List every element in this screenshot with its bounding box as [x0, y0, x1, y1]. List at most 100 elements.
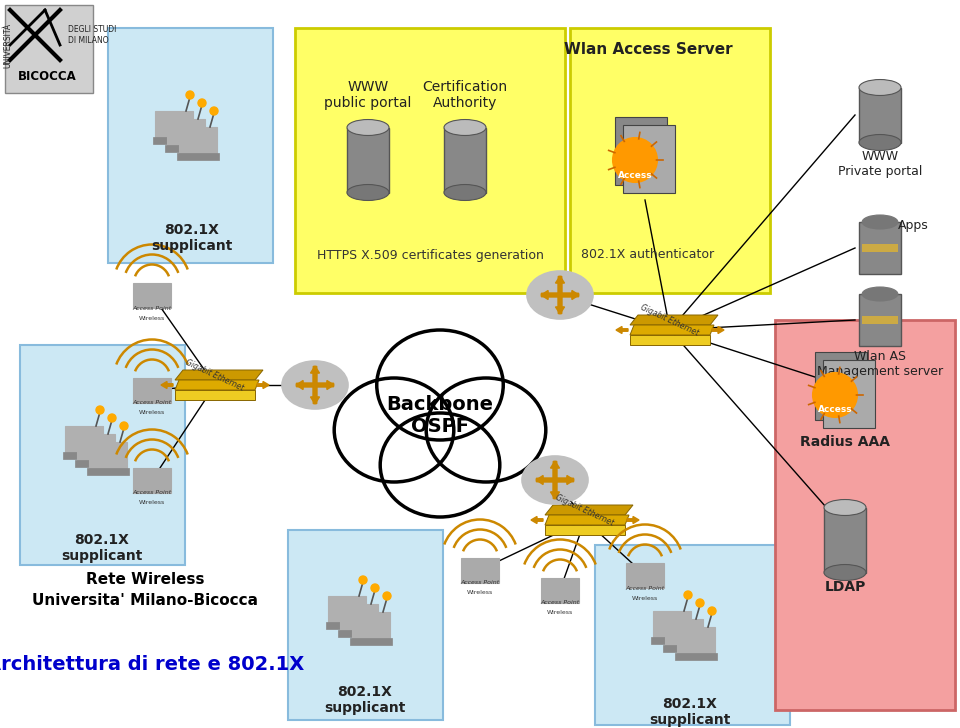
Text: Access Point: Access Point — [625, 585, 664, 590]
Circle shape — [613, 138, 657, 182]
Polygon shape — [175, 380, 259, 390]
Bar — [862, 316, 898, 324]
Ellipse shape — [859, 135, 901, 151]
FancyArrow shape — [161, 381, 173, 389]
Bar — [177, 153, 219, 160]
Bar — [328, 596, 366, 622]
Text: Certification
Authority: Certification Authority — [422, 80, 508, 110]
Bar — [155, 111, 193, 137]
Text: Gigabit Ethernet: Gigabit Ethernet — [555, 493, 615, 528]
Bar — [63, 452, 105, 459]
Bar — [859, 294, 901, 346]
FancyArrow shape — [537, 475, 574, 485]
Bar — [461, 558, 499, 582]
Polygon shape — [175, 370, 263, 380]
FancyArrow shape — [550, 462, 560, 499]
Text: 802.1X authenticator: 802.1X authenticator — [582, 248, 714, 261]
Bar — [824, 507, 866, 572]
FancyArrow shape — [627, 516, 639, 523]
Text: Access Point: Access Point — [132, 491, 172, 496]
Ellipse shape — [347, 119, 389, 135]
Circle shape — [120, 422, 128, 430]
Bar — [595, 545, 790, 725]
Ellipse shape — [426, 378, 546, 482]
Bar — [859, 222, 901, 274]
FancyArrow shape — [541, 290, 579, 299]
Circle shape — [371, 584, 379, 592]
Polygon shape — [545, 505, 633, 515]
Text: WWW
Private portal: WWW Private portal — [838, 150, 923, 178]
Text: Architettura di rete e 802.1X: Architettura di rete e 802.1X — [0, 655, 304, 675]
Circle shape — [383, 592, 391, 600]
Text: WWW
public portal: WWW public portal — [324, 80, 412, 110]
Bar — [651, 637, 693, 644]
Bar — [340, 604, 378, 630]
Bar — [326, 622, 368, 629]
Bar — [108, 28, 273, 263]
Text: Wireless: Wireless — [139, 411, 165, 416]
FancyArrow shape — [297, 381, 334, 389]
Circle shape — [815, 375, 855, 415]
Bar — [859, 87, 901, 143]
Text: Wlan AS
Management server: Wlan AS Management server — [817, 350, 943, 378]
Text: 802.1X
supplicant: 802.1X supplicant — [61, 533, 143, 563]
Ellipse shape — [862, 287, 898, 301]
Circle shape — [96, 406, 104, 414]
Polygon shape — [630, 325, 714, 335]
Bar — [133, 467, 171, 493]
Bar — [288, 530, 443, 720]
Text: UNIVERSITÀ: UNIVERSITÀ — [4, 23, 12, 68]
Text: Wireless: Wireless — [467, 590, 493, 596]
Text: Access Point: Access Point — [540, 601, 580, 606]
Ellipse shape — [347, 184, 389, 200]
FancyArrow shape — [310, 366, 320, 404]
Bar — [815, 352, 867, 420]
Circle shape — [708, 607, 716, 615]
FancyArrow shape — [257, 381, 269, 389]
Text: Rete Wireless
Universita' Milano-Bicocca: Rete Wireless Universita' Milano-Bicocca — [32, 572, 258, 608]
Bar — [20, 345, 185, 565]
Bar — [77, 434, 115, 460]
Text: Wireless: Wireless — [547, 611, 573, 615]
FancyArrow shape — [712, 326, 724, 333]
Bar — [133, 282, 171, 307]
Bar — [626, 563, 664, 587]
Bar — [444, 127, 486, 192]
Ellipse shape — [862, 215, 898, 229]
Polygon shape — [545, 515, 629, 525]
Bar — [75, 460, 117, 467]
Text: Gigabit Ethernet: Gigabit Ethernet — [184, 358, 246, 393]
Bar — [775, 320, 955, 710]
Ellipse shape — [859, 79, 901, 95]
Bar — [153, 137, 195, 144]
Bar — [65, 426, 103, 452]
Bar — [167, 119, 205, 145]
Bar — [675, 653, 717, 660]
Text: Wireless: Wireless — [139, 315, 165, 320]
Polygon shape — [545, 525, 625, 535]
Bar — [347, 127, 389, 192]
Text: Radius AAA: Radius AAA — [800, 435, 890, 449]
Bar — [5, 5, 93, 93]
Text: HTTPS X.509 certificates generation: HTTPS X.509 certificates generation — [317, 248, 543, 261]
Bar — [89, 442, 127, 468]
Ellipse shape — [824, 564, 866, 580]
Bar — [338, 630, 380, 637]
Bar — [350, 638, 392, 645]
Ellipse shape — [522, 456, 588, 504]
Bar — [663, 645, 705, 652]
Bar — [862, 244, 898, 252]
Circle shape — [359, 576, 367, 584]
Text: Access Point: Access Point — [132, 306, 172, 311]
Text: BICOCCA: BICOCCA — [17, 71, 77, 84]
Text: Apps: Apps — [898, 218, 928, 232]
Bar — [823, 360, 875, 428]
Bar — [665, 619, 703, 645]
Text: Gigabit Ethernet: Gigabit Ethernet — [639, 303, 701, 338]
Ellipse shape — [824, 499, 866, 515]
Bar — [653, 611, 691, 637]
FancyArrow shape — [310, 366, 320, 403]
Circle shape — [615, 140, 655, 180]
Circle shape — [813, 373, 857, 417]
Circle shape — [696, 599, 704, 607]
